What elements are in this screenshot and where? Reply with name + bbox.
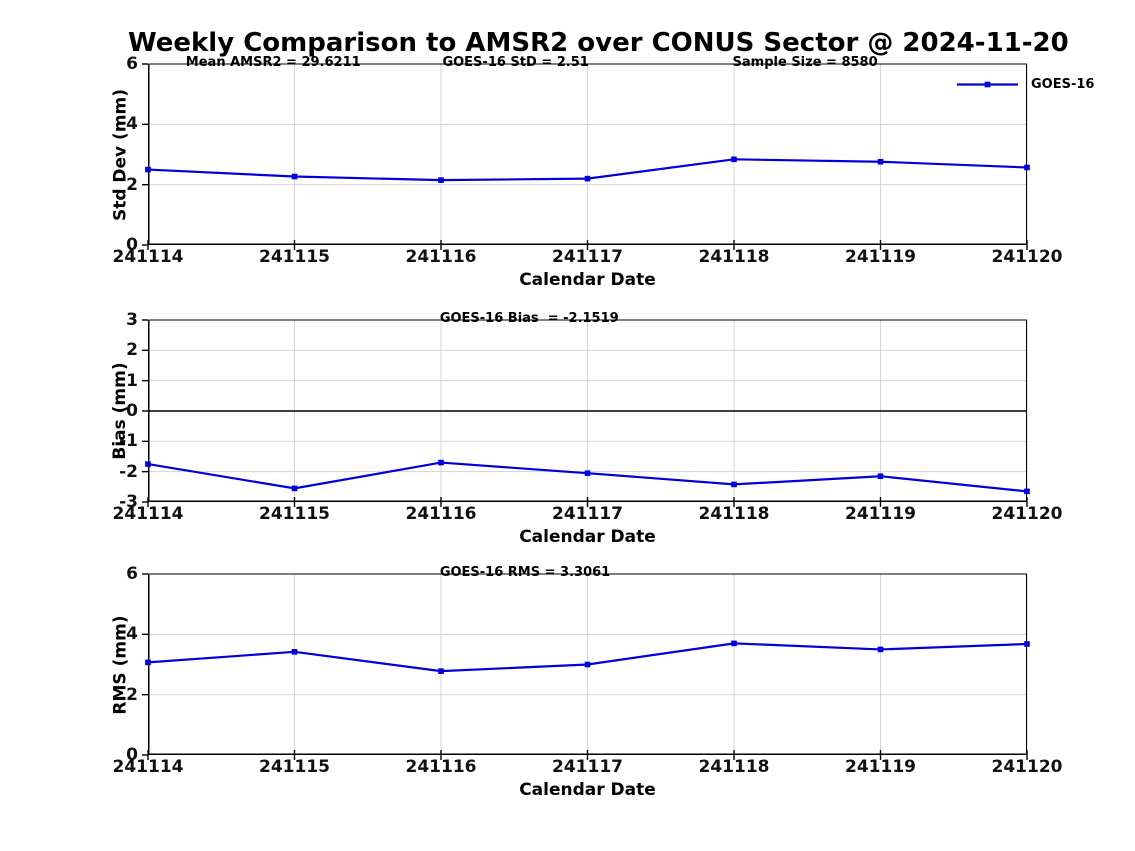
- plot-std-dev: 0 2 4 6 241114 241115 241116 241117 241118 241119…: [110, 55, 1094, 289]
- y-tick-label: 0: [126, 235, 138, 255]
- x-tick-label: 241116: [405, 247, 477, 267]
- plot-annotation: GOES-16 Bias = -2.1519: [439, 311, 619, 326]
- data-point-marker: [291, 173, 298, 180]
- data-point-marker: [584, 175, 591, 182]
- data-point-marker: [731, 481, 737, 488]
- x-axis-label: Calendar Date: [519, 780, 656, 800]
- x-tick-label: 241119: [845, 504, 916, 524]
- data-point-marker: [438, 459, 444, 466]
- axes-bias: [142, 319, 1030, 507]
- data-point-marker: [438, 177, 444, 183]
- axes-std-dev: [142, 63, 1030, 250]
- data-point-marker: [145, 461, 151, 467]
- y-tick-label: 0: [126, 745, 138, 765]
- y-tick-label: 0: [126, 401, 138, 421]
- data-point-marker: [877, 158, 884, 165]
- axes-rms: [142, 573, 1030, 760]
- data-point-marker: [1024, 164, 1030, 171]
- x-tick-label: 241120: [991, 504, 1063, 524]
- y-axis-label: RMS (mm): [110, 614, 130, 715]
- x-tick-label: 241114: [112, 504, 184, 524]
- y-axis-label: Std Dev (mm): [110, 88, 130, 221]
- x-tick-label: 241116: [405, 757, 477, 777]
- y-tick-label: -3: [119, 492, 138, 512]
- data-point-marker: [877, 473, 884, 480]
- y-tick-label: 4: [126, 624, 138, 645]
- y-tick-label: 2: [126, 174, 138, 195]
- x-axis-label: Calendar Date: [519, 527, 656, 547]
- y-tick-label: 2: [126, 340, 138, 361]
- data-point-marker: [731, 640, 737, 647]
- x-tick-label: 241117: [552, 247, 623, 267]
- data-point-marker: [145, 166, 151, 173]
- x-axis-label: Calendar Date: [519, 270, 656, 290]
- data-point-marker: [584, 470, 591, 476]
- y-tick-label: 6: [126, 54, 138, 74]
- data-point-marker: [145, 659, 151, 666]
- data-point-marker: [731, 156, 737, 163]
- plot-bias: 3 2 1 0 -1 -2 -3 241114 241115 241116 241117 241118…: [110, 311, 1062, 546]
- x-tick-label: 241117: [552, 757, 623, 777]
- data-point-marker: [1024, 488, 1030, 495]
- y-tick-label: 4: [126, 114, 138, 135]
- plot-annotation: Mean AMSR2 = 29.6211: [185, 55, 361, 70]
- x-tick-label: 241119: [845, 247, 916, 267]
- x-tick-label: 241120: [991, 247, 1063, 267]
- y-tick-label: -2: [119, 461, 138, 482]
- y-tick-label: 3: [126, 310, 138, 330]
- plot-annotation: GOES-16 RMS = 3.3061: [439, 565, 611, 580]
- data-point-marker: [291, 649, 298, 655]
- chart-title: Weekly Comparison to AMSR2 over CONUS Se…: [128, 28, 1069, 58]
- data-point-marker: [438, 668, 444, 674]
- x-tick-label: 241115: [259, 504, 330, 524]
- x-tick-label: 241116: [405, 504, 477, 524]
- x-tick-label: 241118: [698, 504, 770, 524]
- legend-marker: [984, 81, 991, 88]
- plot-annotation: GOES-16 StD = 2.51: [442, 55, 589, 70]
- x-tick-label: 241119: [845, 757, 916, 777]
- y-tick-label: -1: [119, 431, 138, 452]
- x-tick-label: 241117: [552, 504, 623, 524]
- x-tick-label: 241115: [259, 247, 330, 267]
- x-tick-label: 241118: [698, 247, 770, 267]
- data-point-marker: [877, 646, 884, 653]
- data-point-marker: [1024, 641, 1030, 647]
- y-tick-label: 2: [126, 684, 138, 705]
- x-tick-label: 241118: [698, 757, 770, 777]
- x-tick-label: 241114: [112, 247, 184, 267]
- plot-rms: 0 2 4 6 241114 241115 241116 241117 241118 241119…: [110, 565, 1062, 799]
- y-tick-label: 6: [126, 564, 138, 584]
- x-tick-label: 241114: [112, 757, 184, 777]
- legend-label: GOES-16: [1031, 77, 1095, 92]
- x-tick-label: 241115: [259, 757, 330, 777]
- y-axis-label: Bias (mm): [110, 362, 130, 460]
- y-tick-label: 1: [126, 370, 138, 391]
- x-tick-label: 241120: [991, 757, 1063, 777]
- data-point-marker: [584, 661, 591, 668]
- plot-annotation: Sample Size = 8580: [732, 55, 878, 70]
- data-point-marker: [291, 485, 298, 492]
